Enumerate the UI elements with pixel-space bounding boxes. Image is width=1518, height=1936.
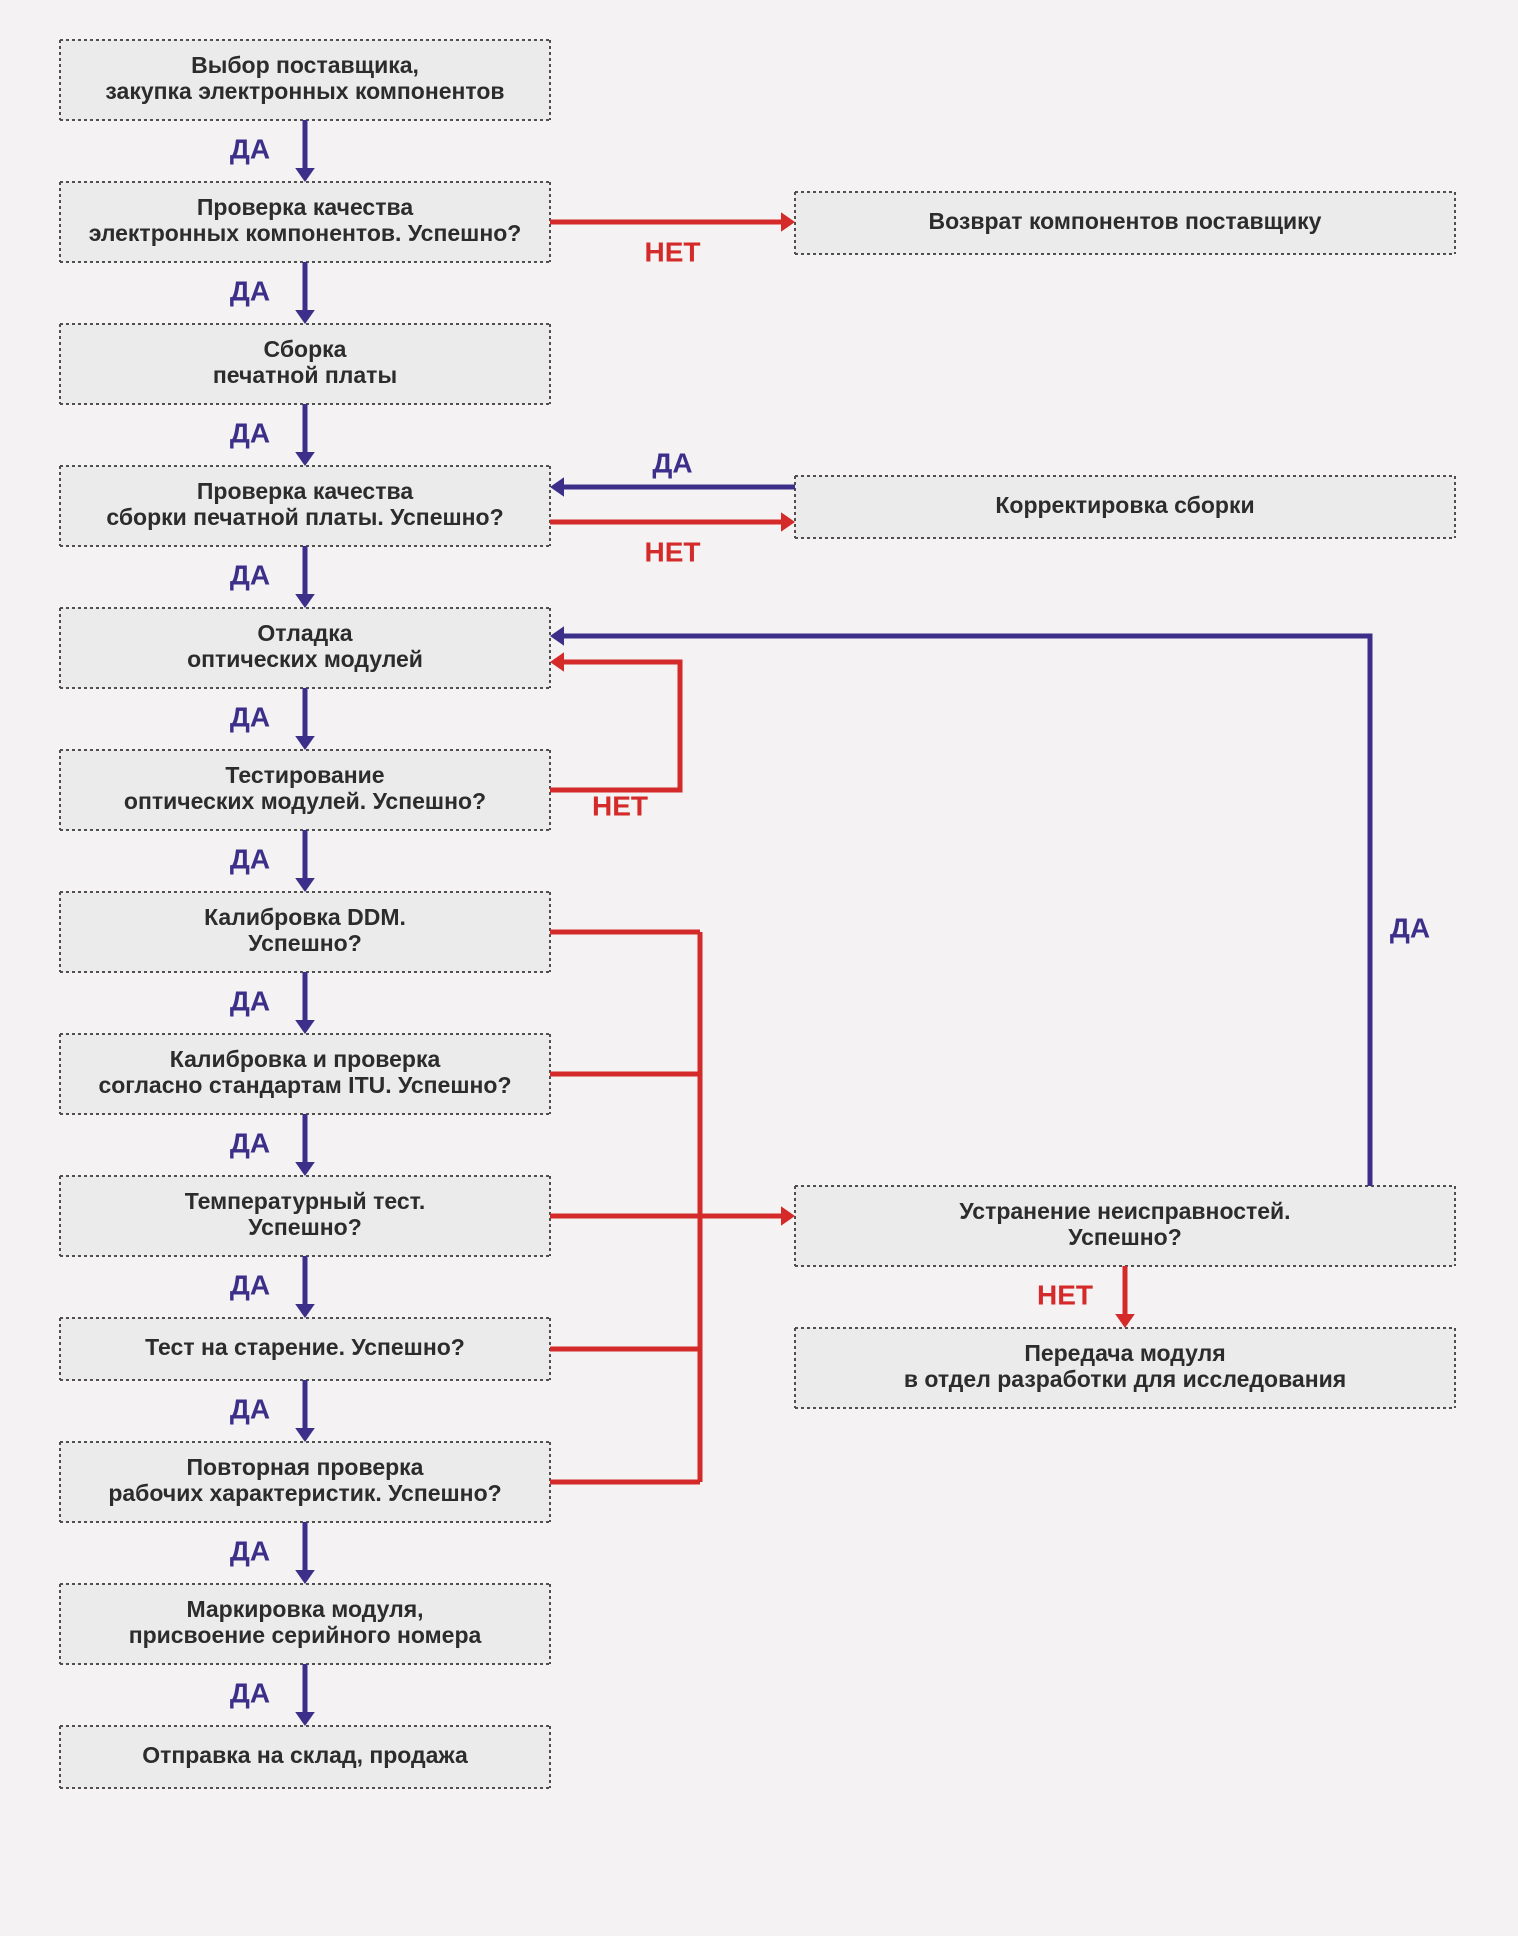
flow-node-n5: Отладкаоптических модулей <box>60 608 550 688</box>
flow-node-n1-line0: Выбор поставщика, <box>191 52 419 78</box>
edge-label-n12-n13: ДА <box>230 1677 270 1708</box>
edge-label-n7-n8: ДА <box>230 985 270 1016</box>
flow-node-n3: Сборкапечатной платы <box>60 324 550 404</box>
flow-node-n11-line1: рабочих характеристик. Успешно? <box>108 1480 501 1506</box>
flow-node-n8-line0: Калибровка и проверка <box>170 1046 441 1072</box>
flow-node-r9-line1: Успешно? <box>1068 1224 1182 1250</box>
flow-node-n7-line0: Калибровка DDM. <box>204 904 406 930</box>
flow-node-n9: Температурный тест.Успешно? <box>60 1176 550 1256</box>
edge-label-n4-n5: ДА <box>230 559 270 590</box>
flow-node-n3-line0: Сборка <box>264 336 347 362</box>
edge-label-r9-n5: ДА <box>1390 912 1430 943</box>
flow-node-r9-line0: Устранение неисправностей. <box>959 1198 1290 1224</box>
edge-label-n8-n9: ДА <box>230 1127 270 1158</box>
flow-node-n6: Тестированиеоптических модулей. Успешно? <box>60 750 550 830</box>
edge-label-n10-n11: ДА <box>230 1393 270 1424</box>
edge-label-n4-r4: НЕТ <box>645 536 701 567</box>
flow-node-n7-line1: Успешно? <box>248 930 362 956</box>
flow-node-n10-line0: Тест на старение. Успешно? <box>145 1334 465 1360</box>
flow-node-n1-line1: закупка электронных компонентов <box>105 78 504 104</box>
flow-node-n7: Калибровка DDM.Успешно? <box>60 892 550 972</box>
flow-node-n8-line1: согласно стандартам ITU. Успешно? <box>98 1072 511 1098</box>
edge-label-r9-r10: НЕТ <box>1037 1279 1093 1310</box>
flow-node-n13: Отправка на склад, продажа <box>60 1726 550 1788</box>
flow-node-n2-line1: электронных компонентов. Успешно? <box>89 220 522 246</box>
flow-node-r2: Возврат компонентов поставщику <box>795 192 1455 254</box>
flow-node-r9: Устранение неисправностей.Успешно? <box>795 1186 1455 1266</box>
flow-node-r4-line0: Корректировка сборки <box>995 492 1254 518</box>
edge-label-n9-n10: ДА <box>230 1269 270 1300</box>
flow-node-n10: Тест на старение. Успешно? <box>60 1318 550 1380</box>
flow-node-n8: Калибровка и проверкасогласно стандартам… <box>60 1034 550 1114</box>
flow-node-n9-line0: Температурный тест. <box>185 1188 426 1214</box>
edge-label-n6-n5: НЕТ <box>592 790 648 821</box>
flowchart: Выбор поставщика,закупка электронных ком… <box>0 0 1518 1936</box>
flow-node-n5-line0: Отладка <box>257 620 352 646</box>
flow-node-n6-line1: оптических модулей. Успешно? <box>124 788 486 814</box>
edge-label-n3-n4: ДА <box>230 417 270 448</box>
flow-node-r2-line0: Возврат компонентов поставщику <box>929 208 1322 234</box>
flow-node-n9-line1: Успешно? <box>248 1214 362 1240</box>
edge-label-n1-n2: ДА <box>230 133 270 164</box>
flow-node-r4: Корректировка сборки <box>795 476 1455 538</box>
flow-node-n13-line0: Отправка на склад, продажа <box>142 1742 468 1768</box>
flow-node-r10-line0: Передача модуля <box>1024 1340 1225 1366</box>
flow-node-n12-line0: Маркировка модуля, <box>186 1596 423 1622</box>
flow-node-n2-line0: Проверка качества <box>197 194 413 220</box>
edge-n6-n5-loop <box>550 662 680 790</box>
edge-label-r4-n4: ДА <box>652 447 692 478</box>
flow-node-r10: Передача модуляв отдел разработки для ис… <box>795 1328 1455 1408</box>
flow-node-n12-line1: присвоение серийного номера <box>129 1622 482 1648</box>
flow-node-n2: Проверка качестваэлектронных компонентов… <box>60 182 550 262</box>
flow-node-r10-line1: в отдел разработки для исследования <box>904 1366 1346 1392</box>
flow-node-n5-line1: оптических модулей <box>187 646 423 672</box>
flow-node-n4-line0: Проверка качества <box>197 478 413 504</box>
edge-label-n5-n6: ДА <box>230 701 270 732</box>
flow-node-n1: Выбор поставщика,закупка электронных ком… <box>60 40 550 120</box>
flow-node-n6-line0: Тестирование <box>225 762 384 788</box>
flow-node-n3-line1: печатной платы <box>213 362 397 388</box>
edge-label-n2-n3: ДА <box>230 275 270 306</box>
flow-node-n12: Маркировка модуля,присвоение серийного н… <box>60 1584 550 1664</box>
flow-node-n11: Повторная проверкарабочих характеристик.… <box>60 1442 550 1522</box>
edge-label-n11-n12: ДА <box>230 1535 270 1566</box>
flow-node-n11-line0: Повторная проверка <box>187 1454 424 1480</box>
flow-node-n4-line1: сборки печатной платы. Успешно? <box>106 504 503 530</box>
edge-label-n2-r2: НЕТ <box>645 236 701 267</box>
flow-node-n4: Проверка качествасборки печатной платы. … <box>60 466 550 546</box>
edge-label-n6-n7: ДА <box>230 843 270 874</box>
